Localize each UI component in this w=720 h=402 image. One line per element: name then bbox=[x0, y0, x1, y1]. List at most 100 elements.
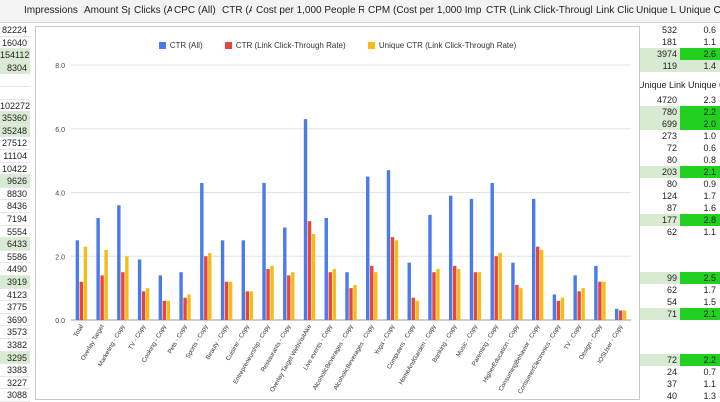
cell[interactable]: 1.1 bbox=[703, 227, 716, 237]
cell[interactable]: 2.2 bbox=[680, 106, 720, 118]
bar-ctr-all[interactable] bbox=[283, 227, 287, 320]
cell[interactable]: 154112 bbox=[0, 49, 30, 62]
cell[interactable]: 3775 bbox=[0, 301, 30, 314]
bar-ctr-link[interactable] bbox=[453, 265, 457, 320]
cell[interactable]: 16040 bbox=[0, 37, 30, 50]
cell[interactable]: 1.6 bbox=[703, 203, 716, 213]
cell[interactable]: 780 bbox=[638, 106, 680, 118]
cell[interactable]: 119 bbox=[638, 60, 680, 72]
cell[interactable]: 124 bbox=[661, 191, 677, 201]
bar-unique-ctr[interactable] bbox=[539, 249, 544, 321]
cell[interactable]: 3227 bbox=[0, 377, 30, 390]
cell[interactable]: 1.1 bbox=[703, 379, 716, 389]
bar-unique-ctr[interactable] bbox=[166, 300, 171, 321]
column-header[interactable]: CPM (Cost per 1,000 Impressions) bbox=[368, 5, 482, 16]
cell[interactable]: 0.6 bbox=[703, 25, 716, 35]
cell[interactable]: 1.3 bbox=[703, 391, 716, 401]
bar-ctr-link[interactable] bbox=[535, 246, 540, 320]
cell[interactable]: 8304 bbox=[0, 61, 30, 75]
bar-unique-ctr[interactable] bbox=[374, 272, 378, 320]
cell[interactable]: 24 bbox=[666, 367, 677, 377]
bar-ctr-all[interactable] bbox=[96, 218, 100, 320]
cell[interactable]: 1.7 bbox=[703, 285, 716, 295]
bar-unique-ctr[interactable] bbox=[187, 294, 191, 321]
cell[interactable]: 2.2 bbox=[680, 354, 720, 366]
cell[interactable]: 6433 bbox=[0, 238, 30, 251]
bar-ctr-link[interactable] bbox=[204, 256, 208, 320]
bar-ctr-link[interactable] bbox=[411, 297, 415, 320]
cell[interactable]: 80 bbox=[666, 179, 677, 189]
column-header[interactable]: Unique Link bbox=[636, 5, 676, 16]
bar-ctr-link[interactable] bbox=[349, 288, 353, 321]
bar-ctr-all[interactable] bbox=[366, 176, 370, 320]
bar-ctr-all[interactable] bbox=[117, 205, 121, 320]
cell[interactable]: 1.5 bbox=[703, 297, 716, 307]
cell[interactable]: 3295 bbox=[0, 351, 30, 365]
bar-ctr-all[interactable] bbox=[428, 214, 432, 320]
bar-ctr-link[interactable] bbox=[598, 281, 602, 320]
bar-ctr-all[interactable] bbox=[552, 294, 557, 321]
cell[interactable]: 40 bbox=[666, 391, 677, 401]
cell[interactable]: 62 bbox=[666, 227, 677, 237]
cell[interactable]: 2.8 bbox=[680, 214, 720, 226]
bar-unique-ctr[interactable] bbox=[228, 281, 233, 320]
bar-unique-ctr[interactable] bbox=[394, 240, 399, 320]
bar-ctr-all[interactable] bbox=[449, 195, 453, 320]
bar-unique-ctr[interactable] bbox=[622, 310, 627, 320]
bar-unique-ctr[interactable] bbox=[208, 253, 212, 320]
cell[interactable]: 2.1 bbox=[680, 308, 720, 320]
cell[interactable]: 5554 bbox=[0, 226, 30, 239]
bar-ctr-link[interactable] bbox=[473, 272, 478, 320]
cell[interactable] bbox=[0, 74, 30, 87]
cell[interactable]: 102272 bbox=[0, 100, 31, 113]
cell[interactable]: 35248 bbox=[0, 124, 30, 138]
bar-unique-ctr[interactable] bbox=[145, 288, 150, 321]
cell[interactable]: 27512 bbox=[0, 137, 30, 150]
cell[interactable]: 273 bbox=[661, 131, 677, 141]
cell[interactable]: 177 bbox=[638, 214, 680, 226]
cell[interactable]: 3974 bbox=[638, 48, 680, 60]
cell[interactable]: 0.7 bbox=[703, 367, 716, 377]
bar-unique-ctr[interactable] bbox=[436, 269, 440, 320]
bar-unique-ctr[interactable] bbox=[602, 281, 606, 320]
bar-unique-ctr[interactable] bbox=[270, 265, 274, 320]
bar-ctr-link[interactable] bbox=[390, 237, 395, 321]
bar-unique-ctr[interactable] bbox=[457, 269, 461, 320]
bar-ctr-link[interactable] bbox=[245, 291, 249, 320]
cell[interactable]: 35360 bbox=[0, 112, 30, 125]
cell[interactable]: 5586 bbox=[0, 251, 30, 264]
column-header[interactable]: Clicks (All) bbox=[134, 5, 172, 16]
cell[interactable]: 181 bbox=[661, 37, 677, 47]
bar-unique-ctr[interactable] bbox=[498, 253, 502, 320]
bar-unique-ctr[interactable] bbox=[125, 256, 129, 320]
bar-ctr-all[interactable] bbox=[345, 272, 349, 320]
column-header[interactable]: CTR (All) bbox=[222, 5, 252, 16]
bar-ctr-all[interactable] bbox=[407, 262, 411, 321]
bar-ctr-link[interactable] bbox=[515, 284, 519, 320]
cell[interactable]: 3690 bbox=[0, 314, 30, 327]
bar-unique-ctr[interactable] bbox=[353, 284, 357, 320]
cell[interactable]: 1.0 bbox=[703, 131, 716, 141]
bar-unique-ctr[interactable] bbox=[249, 291, 253, 320]
bar-unique-ctr[interactable] bbox=[519, 288, 523, 321]
bar-ctr-all[interactable] bbox=[324, 218, 328, 320]
bar-ctr-all[interactable] bbox=[158, 275, 163, 321]
bar-ctr-all[interactable] bbox=[241, 240, 245, 320]
cell[interactable]: 9626 bbox=[0, 175, 30, 188]
cell[interactable]: 532 bbox=[661, 25, 677, 35]
column-header[interactable]: Amount Spent bbox=[84, 5, 130, 16]
bar-ctr-link[interactable] bbox=[556, 300, 561, 321]
bar-ctr-link[interactable] bbox=[121, 272, 125, 320]
bar-ctr-link[interactable] bbox=[577, 291, 581, 320]
column-header[interactable]: Impressions bbox=[24, 5, 78, 16]
bar-ctr-all[interactable] bbox=[594, 265, 598, 320]
bar-unique-ctr[interactable] bbox=[560, 297, 565, 320]
column-header[interactable]: CTR (Link Click-Through Rate) bbox=[486, 5, 592, 16]
cell[interactable]: 2.3 bbox=[703, 95, 716, 105]
bar-ctr-all[interactable] bbox=[531, 198, 536, 321]
bar-ctr-all[interactable] bbox=[469, 198, 474, 321]
bar-ctr-link[interactable] bbox=[618, 310, 623, 320]
bar-ctr-all[interactable] bbox=[511, 262, 515, 321]
column-header[interactable]: Link Clicks bbox=[596, 5, 634, 16]
cell[interactable]: 2.0 bbox=[680, 118, 720, 130]
